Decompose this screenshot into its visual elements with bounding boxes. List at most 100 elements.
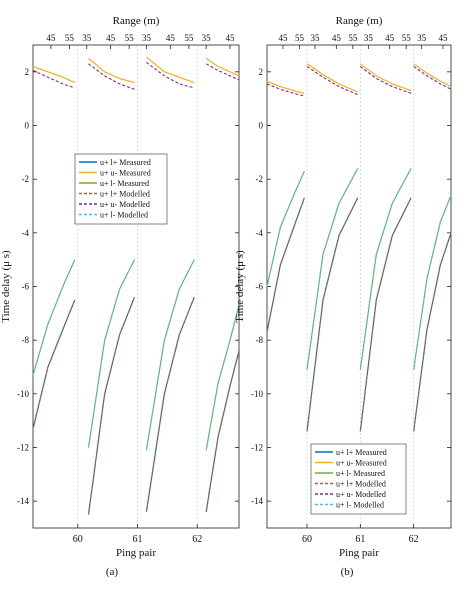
top-tick-label: 35 [202,33,212,43]
series-ul-minus-modelled-line [205,305,240,451]
legend-entry-label: u+ l- Measured [100,179,149,188]
series-uu-modelled-line [306,66,358,96]
series-uu-modelled-line [413,66,452,90]
series-uu-measured-line [306,63,358,93]
series-ul-minus-measured-line [266,170,305,287]
top-tick-label: 55 [125,33,135,43]
top-tick-label: 45 [166,33,176,43]
y-tick-label: -6 [256,282,264,292]
series-ul-minus-modelled-line [306,168,359,370]
axes-frame [32,44,240,529]
series-uu-measured-line [32,65,76,84]
x-tick-label: 61 [355,534,365,545]
y-tick-label: -8 [256,335,264,345]
series-ul-plus-modelled-line [306,197,359,432]
legend-entry-label: u+ u- Modelled [336,490,386,499]
y-tick-label: -12 [251,443,263,453]
x-tick-label: 60 [302,534,312,545]
y-tick-label: 2 [25,67,30,77]
series-uu-measured-line [359,63,412,92]
y-tick-label: -12 [17,443,29,453]
series-uu-measured-line [205,57,240,77]
top-tick-label: 35 [82,33,92,43]
series-ul-plus-measured-line [266,197,305,333]
series-ul-minus-measured-line [32,259,76,376]
y-tick-label: -10 [251,389,263,399]
legend-box [74,153,168,225]
top-tick-label: 45 [46,33,56,43]
y-tick-label: -4 [22,228,30,238]
series-ul-plus-measured-line [32,299,76,429]
series-ul-minus-measured-line [306,168,359,370]
series-uu-measured-line [88,57,135,84]
series-uu-modelled-line [88,63,135,90]
top-axis-label: Range (m) [113,15,160,27]
series-ul-minus-measured-line [205,305,240,451]
series-ul-plus-modelled-line [32,299,76,429]
series-ul-minus-modelled-line [88,259,135,448]
top-tick-label: 35 [142,33,152,43]
x-tick-label: 62 [409,534,419,545]
x-tick-label: 60 [73,534,83,545]
top-axis-label: Range (m) [336,15,383,27]
legend-box [310,443,407,515]
series-ul-minus-measured-line [145,259,195,451]
series-uu-modelled-line [205,63,240,81]
top-tick-label: 45 [332,33,342,43]
legend-entry-label: u+ l- Modelled [100,211,148,220]
series-ul-minus-modelled-line [266,170,305,287]
y-axis-label: Time delay (μ s) [234,250,246,323]
series-ul-minus-modelled-line [413,195,452,370]
legend-entry-label: u+ l- Measured [336,469,385,478]
top-tick-label: 55 [65,33,75,43]
series-uu-modelled-line [146,61,195,89]
series-ul-plus-modelled-line [145,297,195,512]
top-tick-label: 35 [311,33,321,43]
x-axis-label: Ping pair [339,547,379,559]
y-tick-label: 2 [259,67,264,77]
series-ul-plus-modelled-line [88,297,135,515]
series-ul-plus-modelled-line [413,232,452,432]
series-ul-minus-modelled-line [145,259,195,451]
top-tick-label: 35 [417,33,427,43]
series-uu-measured-line [413,63,452,88]
legend-entry-label: u+ u- Measured [336,459,387,468]
series-uu-modelled-line [359,66,412,94]
legend-entry-label: u+ l+ Modelled [100,190,150,199]
x-tick-label: 62 [192,534,202,545]
top-tick-label: 45 [439,33,449,43]
series-ul-plus-measured-line [205,350,240,512]
y-tick-label: 0 [259,121,264,131]
legend-entry-label: u+ l+ Measured [100,158,151,167]
y-tick-label: -14 [17,496,29,506]
top-tick-label: 35 [364,33,374,43]
series-uu-measured-line [266,80,305,94]
series-ul-minus-measured-line [359,168,412,370]
y-tick-label: -6 [22,282,30,292]
series-ul-plus-modelled-line [359,197,412,432]
top-tick-label: 45 [385,33,395,43]
legend-entry-label: u+ l+ Modelled [336,480,386,489]
x-tick-label: 61 [132,534,142,545]
y-tick-label: -8 [22,335,30,345]
legend-entry-label: u+ u- Modelled [100,200,150,209]
top-tick-label: 55 [402,33,412,43]
y-tick-label: -10 [17,389,29,399]
top-tick-label: 45 [279,33,289,43]
series-ul-minus-measured-line [413,195,452,370]
x-axis-label: Ping pair [116,547,156,559]
top-tick-label: 55 [184,33,194,43]
y-tick-label: -2 [256,174,264,184]
y-axis-label: Time delay (μ s) [0,250,12,323]
y-tick-label: -4 [256,228,264,238]
legend-entry-label: u+ l+ Measured [336,448,387,457]
y-tick-label: -2 [22,174,30,184]
series-ul-minus-measured-line [87,259,136,448]
y-tick-label: -14 [251,496,263,506]
series-ul-plus-modelled-line [266,197,305,333]
y-tick-label: 0 [25,121,30,131]
series-ul-minus-modelled-line [359,168,412,370]
top-tick-label: 45 [106,33,116,43]
